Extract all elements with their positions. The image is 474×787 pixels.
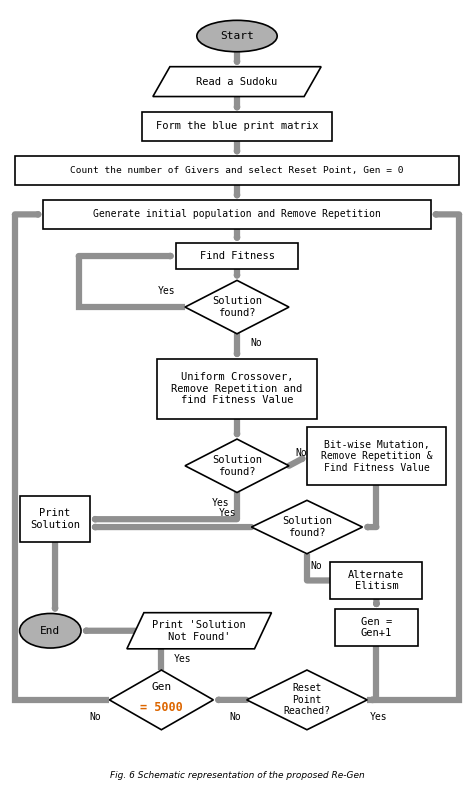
Text: Solution
found?: Solution found? [212,296,262,318]
Polygon shape [127,613,272,648]
Ellipse shape [197,20,277,52]
Text: Bit-wise Mutation,
Remove Repetition &
Find Fitness Value: Bit-wise Mutation, Remove Repetition & F… [320,440,432,473]
Text: Read a Sudoku: Read a Sudoku [196,76,278,87]
Text: Fig. 6 Schematic representation of the proposed Re-Gen: Fig. 6 Schematic representation of the p… [109,771,365,780]
Text: Yes: Yes [370,712,388,722]
Text: Yes: Yes [157,286,175,297]
Text: Print
Solution: Print Solution [30,508,80,530]
Text: Gen: Gen [151,682,172,693]
Text: Find Fitness: Find Fitness [200,251,274,261]
Text: Start: Start [220,31,254,41]
FancyBboxPatch shape [335,609,418,646]
Polygon shape [185,439,289,493]
FancyBboxPatch shape [15,157,459,184]
Polygon shape [185,280,289,334]
FancyBboxPatch shape [156,359,318,419]
Polygon shape [109,670,213,730]
FancyBboxPatch shape [330,562,422,600]
Text: Yes: Yes [174,654,191,664]
Text: = 5000: = 5000 [140,701,183,715]
Text: Reset
Point
Reached?: Reset Point Reached? [283,683,330,716]
Text: No: No [310,561,322,571]
Text: Solution
found?: Solution found? [282,516,332,538]
Text: Count the number of Givers and select Reset Point, Gen = 0: Count the number of Givers and select Re… [70,166,404,175]
FancyBboxPatch shape [143,113,331,141]
FancyBboxPatch shape [307,427,446,486]
Text: No: No [250,338,262,348]
Text: Gen =
Gen+1: Gen = Gen+1 [361,617,392,638]
Text: Generate initial population and Remove Repetition: Generate initial population and Remove R… [93,209,381,220]
FancyBboxPatch shape [20,497,90,542]
FancyBboxPatch shape [175,242,299,269]
Text: No: No [229,712,241,722]
Text: Form the blue print matrix: Form the blue print matrix [156,121,318,131]
Text: Alternate
Elitism: Alternate Elitism [348,570,404,591]
Text: No: No [89,712,101,722]
Text: End: End [40,626,61,636]
Ellipse shape [19,614,81,648]
FancyBboxPatch shape [43,200,431,228]
Text: Yes: Yes [212,498,229,508]
Polygon shape [251,501,363,554]
Text: Uniform Crossover,
Remove Repetition and
find Fitness Value: Uniform Crossover, Remove Repetition and… [172,372,302,405]
Polygon shape [246,670,367,730]
Text: No: No [295,449,307,458]
Text: Print 'Solution
Not Found': Print 'Solution Not Found' [152,620,246,641]
Polygon shape [153,67,321,97]
Text: Solution
found?: Solution found? [212,455,262,477]
Text: Yes: Yes [219,508,237,518]
